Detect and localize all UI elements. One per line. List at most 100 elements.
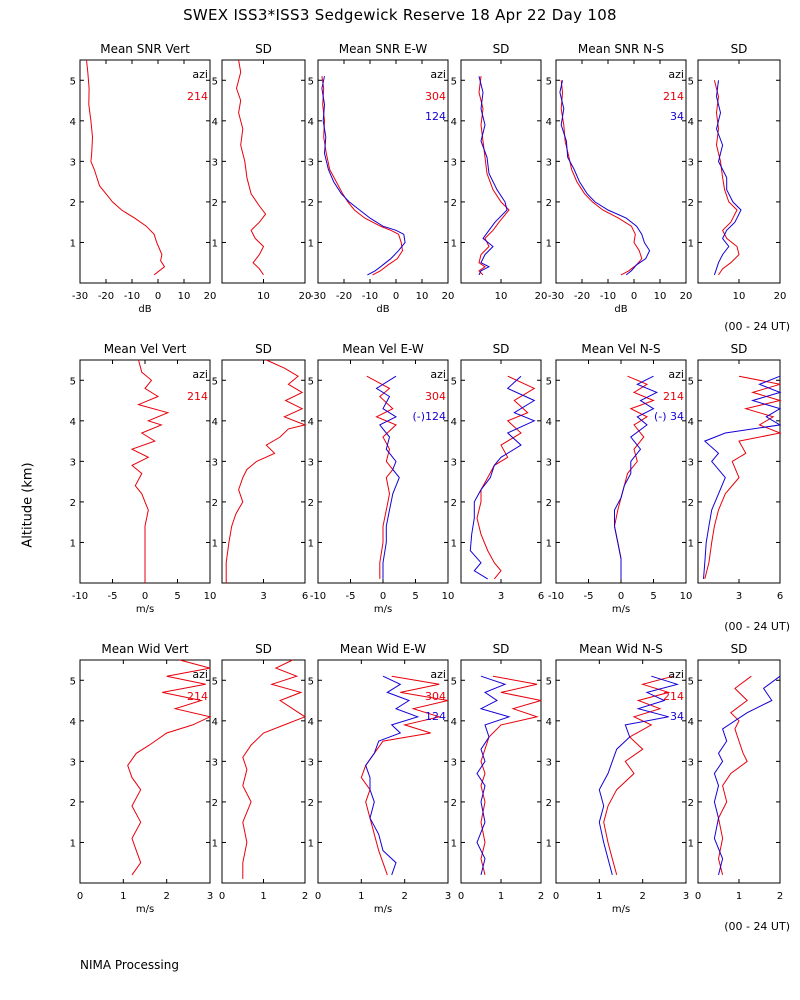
panel-title: Mean Vel E-W	[342, 342, 424, 356]
y-tick-label: 2	[212, 498, 218, 509]
y-tick-label: 3	[70, 457, 76, 468]
y-tick-label: 1	[308, 538, 314, 549]
y-tick-label: 5	[212, 676, 218, 687]
y-tick-label: 1	[451, 538, 457, 549]
y-tick-label: 2	[70, 198, 76, 209]
series-line-304	[478, 76, 510, 276]
x-tick-label: 2	[163, 891, 169, 902]
y-tick-label: 1	[546, 238, 552, 249]
x-tick-label: 10	[733, 291, 746, 302]
y-tick-label: 5	[70, 676, 76, 687]
y-tick-label: 1	[546, 538, 552, 549]
x-tick-label: 20	[299, 291, 312, 302]
x-tick-label: 1	[736, 891, 742, 902]
panel-title: Mean SNR E-W	[339, 42, 428, 56]
legend-header: azi	[430, 668, 446, 681]
panel-title: SD	[255, 342, 272, 356]
x-tick-label: 0	[142, 591, 148, 602]
page-title: SWEX ISS3*ISS3 Sedgewick Reserve 18 Apr …	[183, 6, 617, 24]
x-axis-label: m/s	[612, 604, 630, 615]
x-tick-label: -20	[336, 291, 352, 302]
series-line-34	[713, 80, 742, 276]
plot-frame	[555, 59, 687, 284]
x-tick-label: 10	[257, 291, 270, 302]
panel-title: SD	[731, 42, 748, 56]
y-tick-label: 3	[308, 457, 314, 468]
x-tick-label: 3	[260, 591, 266, 602]
y-tick-label: 4	[308, 417, 314, 428]
y-tick-label: 5	[546, 76, 552, 87]
x-tick-label: -20	[574, 291, 590, 302]
y-tick-label: 5	[212, 376, 218, 387]
x-tick-label: 10	[178, 291, 191, 302]
y-tick-label: 4	[308, 717, 314, 728]
legend-entry: 124	[425, 710, 446, 723]
legend-header: azi	[192, 368, 208, 381]
x-tick-label: 3	[736, 591, 742, 602]
y-tick-label: 1	[212, 238, 218, 249]
y-tick-label: 3	[212, 757, 218, 768]
x-axis-label: dB	[614, 304, 627, 315]
x-tick-label: -10	[548, 591, 564, 602]
x-tick-label: 10	[442, 591, 455, 602]
panel-title: SD	[493, 642, 510, 656]
series-line-214	[603, 675, 674, 876]
panel-title: Mean Vel Vert	[104, 342, 187, 356]
y-tick-label: 4	[546, 117, 552, 128]
legend-entry: 214	[663, 690, 684, 703]
panel-title: SD	[255, 42, 272, 56]
plot-frame	[460, 359, 542, 584]
legend-entry: 214	[187, 390, 208, 403]
x-tick-label: 3	[498, 591, 504, 602]
x-tick-label: 2	[639, 891, 645, 902]
y-tick-label: 2	[308, 198, 314, 209]
time-range-note: (00 - 24 UT)	[724, 920, 790, 933]
x-tick-label: -30	[548, 291, 564, 302]
series-line-214	[717, 675, 752, 876]
x-tick-label: 10	[680, 591, 693, 602]
x-tick-label: -30	[310, 291, 326, 302]
x-tick-label: 20	[774, 291, 787, 302]
panel-title: SD	[731, 642, 748, 656]
legend-entry: 214	[663, 390, 684, 403]
y-tick-label: 4	[70, 117, 76, 128]
x-tick-label: -5	[584, 591, 594, 602]
legend-entry: (-)124	[412, 410, 446, 423]
y-tick-label: 4	[546, 717, 552, 728]
y-tick-label: 5	[688, 76, 694, 87]
legend-header: azi	[668, 68, 684, 81]
x-tick-label: 5	[412, 591, 418, 602]
x-tick-label: 0	[631, 291, 637, 302]
y-tick-label: 1	[688, 538, 694, 549]
x-axis-label: m/s	[136, 604, 154, 615]
x-tick-label: 0	[553, 891, 559, 902]
x-tick-label: 6	[538, 591, 544, 602]
x-tick-label: -10	[310, 591, 326, 602]
plot-frame	[221, 659, 306, 884]
x-tick-label: 0	[380, 591, 386, 602]
x-tick-label: 20	[442, 291, 455, 302]
x-axis-label: m/s	[374, 604, 392, 615]
legend-entry: 214	[663, 90, 684, 103]
y-tick-label: 2	[546, 198, 552, 209]
y-tick-label: 1	[308, 838, 314, 849]
x-tick-label: 0	[458, 891, 464, 902]
y-tick-label: 4	[546, 417, 552, 428]
legend-entry: 304	[425, 90, 446, 103]
y-tick-label: 3	[546, 457, 552, 468]
y-tick-label: 2	[212, 198, 218, 209]
plot-frame	[79, 59, 211, 284]
y-tick-label: 3	[451, 757, 457, 768]
x-tick-label: 0	[393, 291, 399, 302]
legend-entry: 214	[187, 90, 208, 103]
time-range-note: (00 - 24 UT)	[724, 320, 790, 333]
x-tick-label: 10	[495, 291, 508, 302]
y-tick-label: 2	[70, 798, 76, 809]
y-tick-label: 3	[688, 757, 694, 768]
series-line-304	[366, 375, 397, 579]
y-tick-label: 5	[308, 676, 314, 687]
y-tick-label: 2	[688, 498, 694, 509]
legend-entry: (-) 34	[654, 410, 684, 423]
y-tick-label: 2	[308, 798, 314, 809]
